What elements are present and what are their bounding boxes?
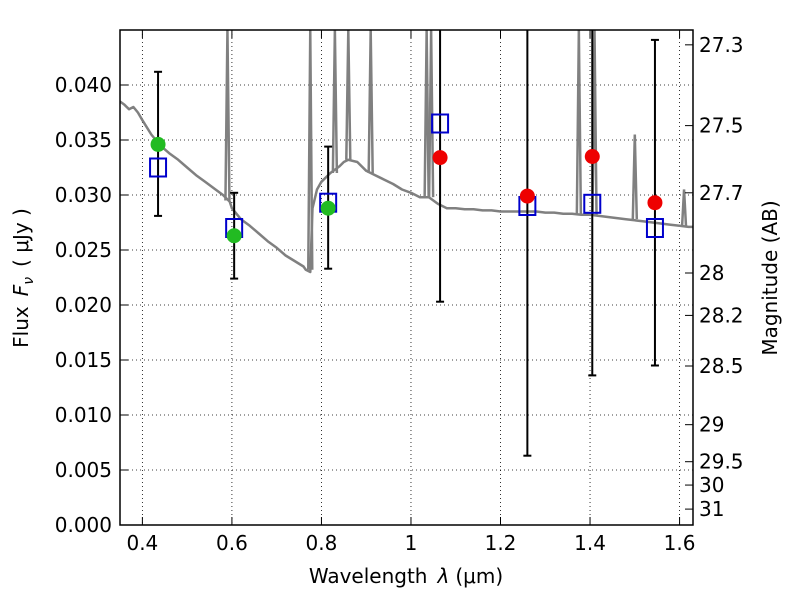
y-tick-label: 0.020 bbox=[55, 293, 112, 317]
model-spectrum bbox=[120, 100, 693, 274]
y2-axis-label: Magnitude (AB) bbox=[758, 200, 782, 355]
y-tick-label: 0.005 bbox=[55, 458, 112, 482]
y-tick-label: 0.040 bbox=[55, 73, 112, 97]
emission-line-spike bbox=[680, 189, 688, 227]
x-tick-label: 0.6 bbox=[216, 531, 248, 555]
observed-point bbox=[432, 150, 448, 166]
y2-tick-label: 31 bbox=[699, 497, 724, 521]
y-tick-label: 0.035 bbox=[55, 128, 112, 152]
y2-tick-label: 27.5 bbox=[699, 114, 744, 138]
observed-point bbox=[150, 136, 166, 152]
x-tick-label: 1 bbox=[405, 531, 418, 555]
y-tick-label: 0.025 bbox=[55, 238, 112, 262]
x-axis-label-prefix: Wavelength bbox=[309, 564, 428, 588]
emission-line-spike bbox=[575, 30, 583, 214]
y-tick-label: 0.010 bbox=[55, 403, 112, 427]
observed-point bbox=[519, 188, 535, 204]
emission-spikes bbox=[224, 30, 688, 270]
observed-point bbox=[647, 195, 663, 211]
y-axis-label: Flux Fν ( μJy ) bbox=[9, 208, 37, 348]
model-square-marker bbox=[583, 193, 602, 214]
plot-area bbox=[120, 30, 693, 457]
y-tick-label: 0.015 bbox=[55, 348, 112, 372]
spectrum-line bbox=[120, 100, 693, 274]
y2-tick-label: 28 bbox=[699, 261, 724, 285]
emission-line-spike bbox=[224, 30, 231, 201]
emission-line-spike bbox=[427, 30, 435, 198]
y2-tick-label: 27.7 bbox=[699, 181, 744, 205]
model-square-marker bbox=[149, 157, 168, 178]
emission-line-spike bbox=[631, 134, 639, 220]
markers bbox=[149, 113, 664, 244]
x-axis-label: Wavelength λ (μm) bbox=[309, 564, 503, 588]
model-square-marker bbox=[645, 218, 664, 238]
y-tick-label: 0.030 bbox=[55, 183, 112, 207]
emission-line-spike bbox=[331, 30, 339, 174]
x-tick-label: 0.8 bbox=[306, 531, 338, 555]
grid-layer bbox=[120, 30, 693, 526]
y-axis-label-symbol: F bbox=[9, 284, 33, 296]
y-tick-label: 0.000 bbox=[55, 513, 112, 537]
x-tick-label: 1.2 bbox=[485, 531, 517, 555]
model-square-marker bbox=[431, 113, 450, 134]
x-axis-label-unit: (μm) bbox=[455, 564, 503, 588]
x-tick-label: 1.4 bbox=[574, 531, 606, 555]
x-axis-label-symbol: λ bbox=[437, 564, 450, 588]
emission-line-spike bbox=[345, 30, 352, 160]
y2-tick-label: 28.2 bbox=[699, 303, 744, 327]
y2-tick-label: 28.5 bbox=[699, 354, 744, 378]
observed-point bbox=[320, 200, 336, 216]
emission-line-spike bbox=[367, 30, 374, 174]
plot-frame bbox=[119, 29, 694, 526]
x-tick-label: 0.4 bbox=[126, 531, 158, 555]
emission-line-spike bbox=[423, 30, 430, 198]
y2-tick-label: 29.5 bbox=[699, 450, 744, 474]
tick-layer: 0.4 0.6 0.8 1 1.2 1.4 1.6 0.000 0.005 0.010 0.015 0… bbox=[55, 30, 744, 555]
x-tick-label: 1.6 bbox=[664, 531, 696, 555]
observed-point bbox=[584, 149, 600, 164]
y-axis-label-unit: ( μJy ) bbox=[9, 208, 33, 267]
y2-tick-label: 29 bbox=[699, 413, 724, 437]
y-axis-label-prefix: Flux bbox=[9, 306, 33, 348]
y2-tick-label: 27.3 bbox=[699, 33, 744, 57]
y-axis-label-subscript: ν bbox=[21, 277, 37, 285]
observed-point bbox=[226, 228, 242, 244]
y2-tick-label: 30 bbox=[699, 473, 724, 497]
emission-line-spike bbox=[307, 30, 314, 270]
